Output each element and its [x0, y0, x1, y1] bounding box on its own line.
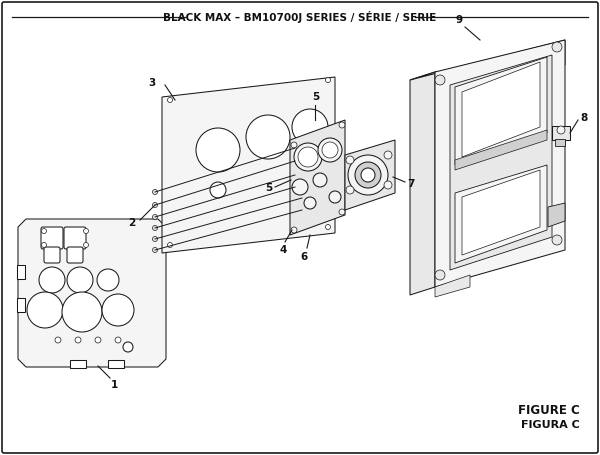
Circle shape — [152, 226, 157, 231]
Circle shape — [75, 337, 81, 343]
Circle shape — [27, 292, 63, 328]
Circle shape — [41, 243, 47, 248]
Circle shape — [304, 174, 316, 186]
Polygon shape — [462, 62, 540, 157]
Circle shape — [355, 162, 381, 188]
Circle shape — [291, 142, 297, 148]
Bar — [552, 126, 570, 140]
Circle shape — [329, 191, 341, 203]
Circle shape — [167, 97, 173, 102]
Polygon shape — [455, 130, 547, 170]
Polygon shape — [162, 77, 335, 253]
Circle shape — [292, 109, 328, 145]
Bar — [555, 139, 565, 146]
Bar — [108, 360, 124, 368]
Text: 2: 2 — [128, 218, 135, 228]
Circle shape — [152, 189, 157, 194]
Text: 4: 4 — [280, 245, 287, 255]
Bar — [70, 360, 86, 368]
Polygon shape — [345, 140, 395, 210]
FancyBboxPatch shape — [41, 227, 63, 249]
Circle shape — [318, 138, 342, 162]
Circle shape — [384, 151, 392, 159]
Circle shape — [97, 269, 119, 291]
Circle shape — [152, 214, 157, 219]
Circle shape — [325, 77, 331, 82]
Circle shape — [291, 227, 297, 233]
Circle shape — [322, 142, 338, 158]
Polygon shape — [462, 170, 540, 255]
Circle shape — [196, 128, 240, 172]
Polygon shape — [450, 55, 552, 270]
Circle shape — [246, 115, 290, 159]
Circle shape — [152, 202, 157, 207]
Circle shape — [152, 248, 157, 253]
Circle shape — [41, 228, 47, 233]
Polygon shape — [435, 40, 565, 287]
Circle shape — [102, 294, 134, 326]
Polygon shape — [18, 219, 166, 367]
Circle shape — [304, 197, 316, 209]
FancyBboxPatch shape — [44, 247, 60, 263]
Circle shape — [298, 147, 318, 167]
Circle shape — [339, 122, 345, 128]
Circle shape — [83, 228, 89, 233]
Circle shape — [95, 337, 101, 343]
Circle shape — [62, 292, 102, 332]
Circle shape — [294, 143, 322, 171]
Text: FIGURE C: FIGURE C — [518, 404, 580, 417]
Circle shape — [552, 42, 562, 52]
Circle shape — [313, 173, 327, 187]
Text: 6: 6 — [300, 252, 307, 262]
Circle shape — [55, 337, 61, 343]
Circle shape — [435, 75, 445, 85]
Text: 5: 5 — [312, 92, 319, 102]
Circle shape — [557, 126, 565, 134]
Circle shape — [210, 182, 226, 198]
Polygon shape — [548, 203, 565, 227]
FancyBboxPatch shape — [64, 227, 86, 249]
Circle shape — [552, 235, 562, 245]
Circle shape — [346, 156, 354, 164]
Circle shape — [167, 243, 173, 248]
Circle shape — [348, 155, 388, 195]
Circle shape — [361, 168, 375, 182]
Polygon shape — [410, 40, 565, 80]
Text: 7: 7 — [407, 179, 415, 189]
Circle shape — [339, 209, 345, 215]
FancyBboxPatch shape — [67, 247, 83, 263]
Circle shape — [152, 237, 157, 242]
Text: 3: 3 — [148, 78, 155, 88]
Polygon shape — [290, 120, 345, 235]
Text: BLACK MAX – BM10700J SERIES / SÉRIE / SERIE: BLACK MAX – BM10700J SERIES / SÉRIE / SE… — [163, 11, 437, 23]
Text: 1: 1 — [111, 380, 118, 390]
Circle shape — [346, 186, 354, 194]
Circle shape — [123, 342, 133, 352]
Text: 8: 8 — [580, 113, 587, 123]
Text: FIGURA C: FIGURA C — [521, 420, 580, 430]
Circle shape — [39, 267, 65, 293]
Bar — [17, 298, 25, 312]
Bar — [17, 265, 25, 279]
Circle shape — [384, 181, 392, 189]
Circle shape — [115, 337, 121, 343]
Polygon shape — [410, 72, 435, 295]
Text: 5: 5 — [265, 183, 272, 193]
Circle shape — [292, 179, 308, 195]
Polygon shape — [455, 165, 547, 263]
Circle shape — [435, 270, 445, 280]
Text: 9: 9 — [455, 15, 462, 25]
Circle shape — [325, 224, 331, 229]
Circle shape — [83, 243, 89, 248]
Polygon shape — [455, 57, 547, 165]
Polygon shape — [435, 275, 470, 297]
Circle shape — [67, 267, 93, 293]
